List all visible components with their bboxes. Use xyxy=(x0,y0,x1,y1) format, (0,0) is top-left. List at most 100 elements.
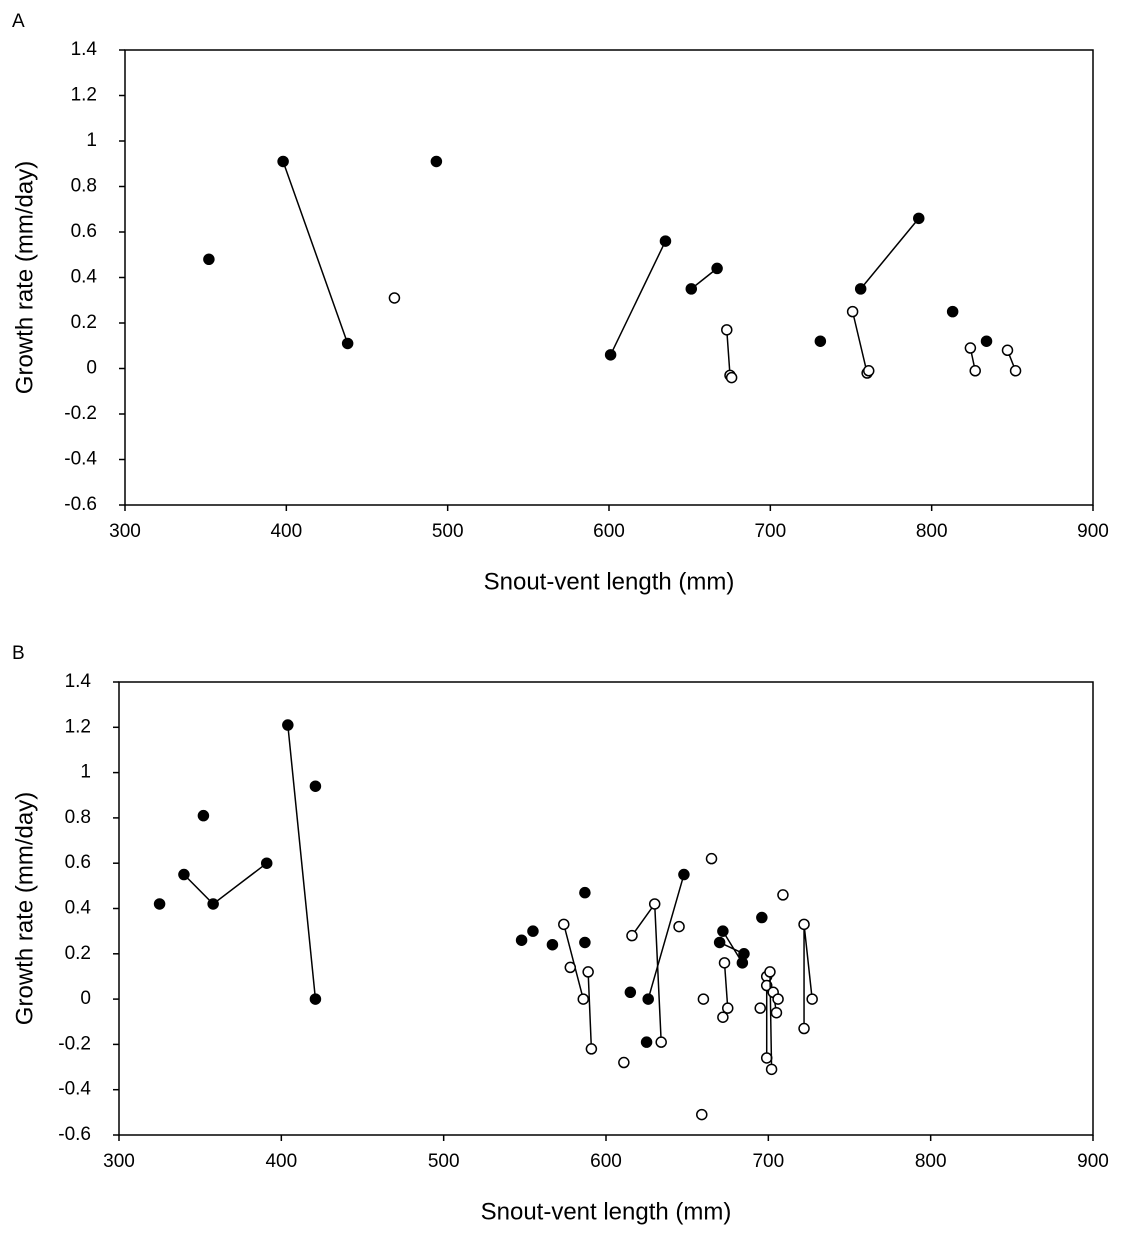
data-point xyxy=(736,957,749,969)
x-tick-label: 400 xyxy=(265,1151,297,1172)
x-tick-label: 800 xyxy=(915,1151,947,1172)
data-point xyxy=(969,365,981,377)
data-point xyxy=(659,235,672,247)
y-tick-label: 0.4 xyxy=(65,898,92,919)
data-point xyxy=(577,993,590,1005)
data-point xyxy=(309,780,322,792)
plot-frame xyxy=(118,681,1094,1136)
connecting-line xyxy=(563,924,584,1000)
data-point xyxy=(722,1002,734,1014)
x-tick-label: 600 xyxy=(590,1151,622,1172)
data-point xyxy=(564,961,577,974)
x-tick-label: 700 xyxy=(752,1151,784,1172)
y-tick-label: 0.6 xyxy=(71,221,97,242)
data-point xyxy=(697,993,710,1005)
data-point xyxy=(685,283,698,295)
x-tick-label: 500 xyxy=(432,521,464,542)
y-axis-label: Growth rate (mm/day) xyxy=(11,161,38,394)
data-point xyxy=(309,993,322,1005)
data-point xyxy=(579,936,591,949)
connecting-line xyxy=(631,901,662,1043)
data-point xyxy=(546,938,559,951)
data-point xyxy=(640,1036,653,1048)
data-point xyxy=(626,929,638,942)
data-point xyxy=(721,324,733,336)
data-point xyxy=(207,898,219,910)
data-point xyxy=(260,857,273,869)
data-point xyxy=(515,934,528,946)
y-tick-label: -0.2 xyxy=(64,403,97,424)
y-tick-label: 0 xyxy=(86,358,97,379)
y-tick-label: -0.4 xyxy=(58,1079,91,1100)
y-tick-label: -0.4 xyxy=(64,449,97,470)
connecting-line xyxy=(282,161,349,344)
connecting-line xyxy=(860,217,920,290)
y-tick-label: 1.2 xyxy=(71,85,97,106)
connecting-line xyxy=(803,924,813,1029)
data-point xyxy=(777,889,789,901)
data-point xyxy=(648,898,661,910)
y-tick-label: 0.8 xyxy=(71,176,97,197)
data-point xyxy=(760,1052,773,1064)
data-point xyxy=(764,966,776,978)
x-tick-label: 300 xyxy=(109,521,141,542)
data-point xyxy=(806,993,818,1005)
data-point xyxy=(711,262,723,275)
panel-label: B xyxy=(12,643,25,664)
data-point xyxy=(760,979,773,992)
connecting-line xyxy=(183,862,268,905)
data-point xyxy=(846,305,859,318)
y-tick-label: 1 xyxy=(80,762,91,783)
data-point xyxy=(946,305,959,318)
y-tick-label: -0.6 xyxy=(64,494,97,515)
data-point xyxy=(798,918,810,931)
connecting-line xyxy=(647,874,685,1000)
data-point xyxy=(1009,365,1022,377)
data-point xyxy=(673,920,685,933)
data-point xyxy=(582,966,594,978)
data-point xyxy=(770,1006,783,1019)
data-point xyxy=(277,155,289,168)
x-axis-label: Snout-vent length (mm) xyxy=(481,1198,732,1225)
data-point xyxy=(964,342,977,354)
data-point xyxy=(388,292,401,304)
data-point xyxy=(558,918,570,931)
data-point xyxy=(527,925,539,937)
x-tick-label: 500 xyxy=(428,1151,460,1172)
data-point xyxy=(197,809,210,822)
x-axis-label: Snout-vent length (mm) xyxy=(484,568,735,595)
y-axis-label: Growth rate (mm/day) xyxy=(11,792,38,1025)
y-tick-label: 1.2 xyxy=(65,716,91,737)
y-tick-label: 1 xyxy=(86,130,97,151)
data-point xyxy=(765,1063,778,1076)
data-point xyxy=(754,1002,766,1014)
y-tick-label: 0.8 xyxy=(65,807,91,828)
data-point xyxy=(705,852,718,865)
y-tick-label: 1.4 xyxy=(71,39,98,60)
data-point xyxy=(153,898,166,910)
data-point xyxy=(678,868,690,881)
data-point xyxy=(585,1043,598,1055)
data-point xyxy=(717,925,729,937)
data-point xyxy=(717,1011,729,1023)
data-point xyxy=(718,957,731,969)
connecting-line xyxy=(587,971,593,1049)
y-tick-label: 1.4 xyxy=(65,671,92,692)
data-point xyxy=(725,371,738,384)
y-tick-label: -0.6 xyxy=(58,1124,91,1145)
x-tick-label: 800 xyxy=(916,521,948,542)
data-point xyxy=(862,365,875,377)
data-point xyxy=(913,212,925,225)
connecting-line xyxy=(609,240,667,356)
connecting-line xyxy=(287,724,317,1000)
data-point xyxy=(738,948,750,960)
data-point xyxy=(814,335,827,347)
data-point xyxy=(1001,344,1014,357)
data-point xyxy=(604,349,617,361)
x-tick-label: 400 xyxy=(270,521,302,542)
data-point xyxy=(579,886,591,899)
x-tick-label: 700 xyxy=(754,521,786,542)
x-tick-label: 900 xyxy=(1077,521,1109,542)
data-point xyxy=(430,155,443,168)
